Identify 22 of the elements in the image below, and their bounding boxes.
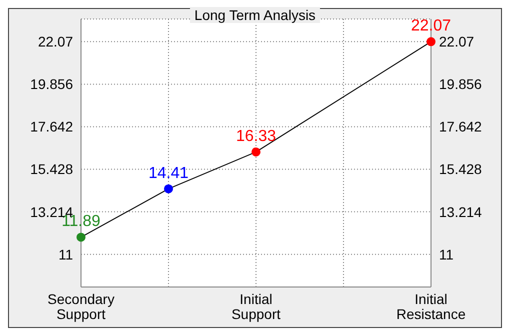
point [252,147,260,156]
y2-tick-label: 17.642 [439,118,482,135]
y2-tick-label: 13.214 [439,204,482,220]
y-tick-label: 19.856 [30,76,74,92]
y-tick-label: 15.428 [30,161,74,178]
x-tick-label: Secondary Support [48,291,114,322]
data-label: 16.33 [236,128,276,145]
y-tick-label: 11 [58,246,74,262]
point [426,37,436,46]
chart-title: Long Term Analysis [190,7,320,23]
y2-tick-label: 11 [439,246,454,262]
data-label: 22.07 [410,18,452,35]
y2-tick-label: 15.428 [439,161,482,178]
y2-tick-label: 19.856 [439,76,482,92]
x-tick-label: Initial Resistance [396,291,466,322]
point [76,232,86,242]
point [164,184,173,194]
data-label: 14.41 [148,164,189,182]
x-tick-label: Initial Support [231,291,281,322]
y-tick-label: 17.642 [30,118,74,135]
y-tick-label: 22.07 [38,34,74,50]
y2-tick-label: 22.07 [439,34,474,50]
